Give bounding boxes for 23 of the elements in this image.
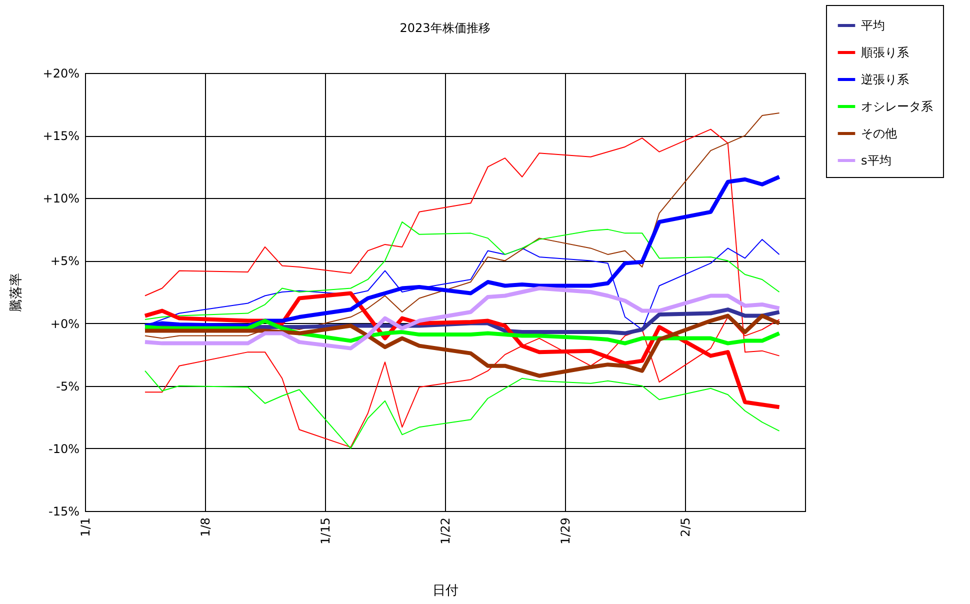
y-tick-label: -5% — [56, 379, 80, 394]
x-tick-label: 1/15 — [318, 518, 332, 544]
legend-label: オシレータ系 — [861, 100, 933, 114]
y-tick-label: -15% — [48, 504, 80, 518]
y-tick-label: +20% — [42, 66, 80, 80]
x-axis-title: 日付 — [432, 583, 458, 598]
chart-title: 2023年株価推移 — [400, 21, 490, 35]
x-tick-label: 1/8 — [198, 518, 212, 537]
y-tick-label: +5% — [50, 254, 80, 268]
x-tick-label: 1/29 — [558, 518, 572, 544]
x-tick-label: 1/1 — [78, 518, 92, 537]
y-tick-label: -10% — [48, 442, 80, 456]
y-tick-label: +0% — [50, 316, 80, 331]
legend-label: その他 — [861, 126, 897, 140]
y-tick-label: +10% — [42, 192, 80, 206]
x-tick-label: 1/22 — [438, 518, 452, 544]
legend-label: s平均 — [861, 154, 892, 168]
legend-label: 順張り系 — [861, 46, 909, 60]
legend-label: 逆張り系 — [861, 72, 909, 86]
y-tick-label: +15% — [42, 129, 80, 144]
y-axis-title: 騰落率 — [8, 273, 24, 312]
legend-label: 平均 — [861, 18, 885, 32]
x-tick-label: 2/5 — [678, 518, 692, 537]
